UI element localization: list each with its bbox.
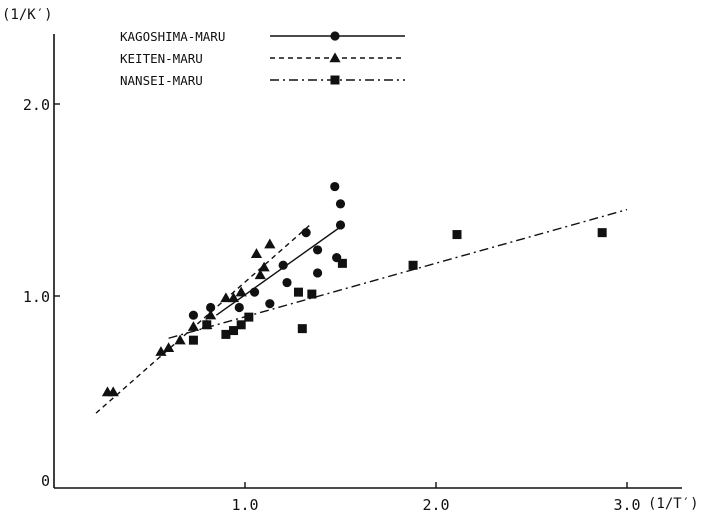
fit-lines	[95, 208, 628, 414]
point-nansei-maru	[229, 326, 239, 336]
point-nansei-maru	[202, 320, 212, 330]
y-tick-label: 1.0	[23, 288, 50, 306]
ticks: 1.0 2.0 3.0 0 1.0 2.0	[23, 96, 641, 514]
legend-label: KEITEN-MARU	[120, 51, 203, 66]
point-keiten-maru	[264, 238, 276, 249]
y-tick-label: 2.0	[23, 96, 50, 114]
x-tick-label: 3.0	[613, 496, 640, 514]
point-nansei-maru	[188, 335, 198, 345]
point-kagoshima-maru	[278, 260, 288, 270]
data-points	[101, 181, 607, 397]
y-tick-label: 0	[41, 472, 50, 490]
point-keiten-maru	[155, 346, 167, 356]
axes: (1/K′) (1/T′)	[2, 7, 699, 512]
legend-label: NANSEI-MARU	[120, 73, 203, 88]
point-keiten-maru	[107, 386, 119, 397]
point-kagoshima-maru	[312, 268, 323, 278]
point-kagoshima-maru	[335, 199, 346, 209]
point-kagoshima-maru	[335, 220, 346, 230]
point-keiten-maru	[205, 309, 217, 320]
point-nansei-maru	[452, 230, 462, 240]
y-axis-title: (1/K′)	[2, 7, 53, 23]
point-kagoshima-maru	[206, 302, 216, 313]
point-keiten-maru	[220, 292, 232, 303]
point-kagoshima-maru	[282, 277, 292, 288]
point-kagoshima-maru	[188, 310, 199, 320]
point-nansei-maru	[297, 324, 307, 334]
x-axis-title: (1/T′)	[648, 496, 699, 512]
point-keiten-maru	[250, 248, 263, 258]
point-keiten-maru	[187, 321, 200, 331]
legend-marker-circle	[330, 31, 340, 41]
x-tick-label: 1.0	[231, 496, 258, 514]
fit-line-keiten-maru	[95, 224, 311, 414]
point-nansei-maru	[408, 260, 418, 270]
point-keiten-maru	[235, 286, 247, 297]
point-keiten-maru	[227, 292, 240, 303]
point-kagoshima-maru	[249, 287, 260, 297]
point-kagoshima-maru	[234, 302, 244, 313]
point-keiten-maru	[163, 342, 175, 353]
point-keiten-maru	[174, 334, 186, 345]
point-kagoshima-maru	[330, 181, 340, 192]
point-keiten-maru	[254, 269, 266, 280]
point-kagoshima-maru	[312, 245, 323, 255]
point-kagoshima-maru	[265, 299, 275, 309]
legend-marker-triangle	[329, 52, 341, 63]
point-nansei-maru	[597, 228, 607, 238]
point-nansei-maru	[307, 289, 317, 299]
point-nansei-maru	[221, 329, 231, 339]
point-nansei-maru	[244, 312, 254, 322]
legend: KAGOSHIMA-MARU KEITEN-MARU NANSEI-MARU	[120, 29, 405, 88]
point-nansei-maru	[337, 258, 347, 268]
point-nansei-maru	[293, 287, 303, 297]
point-kagoshima-maru	[301, 228, 311, 238]
x-tick-label: 2.0	[422, 496, 449, 514]
point-keiten-maru	[258, 261, 270, 272]
point-nansei-maru	[236, 320, 246, 330]
legend-marker-square	[330, 75, 340, 85]
legend-label: KAGOSHIMA-MARU	[120, 29, 225, 44]
fit-line-nansei-maru	[168, 208, 628, 339]
